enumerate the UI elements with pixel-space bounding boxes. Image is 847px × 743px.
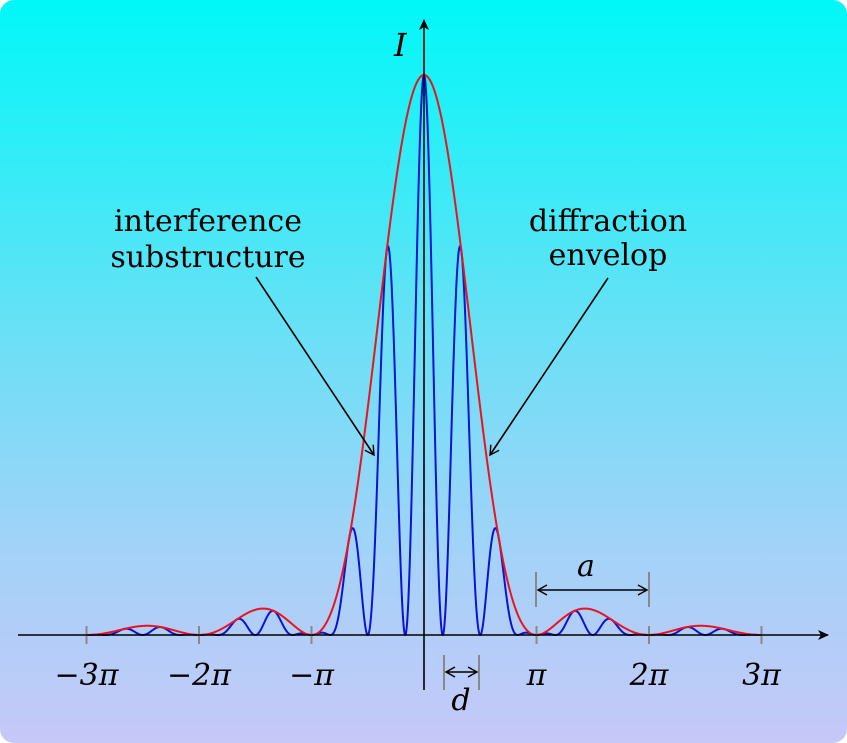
- a-dimension: a: [535, 549, 650, 607]
- x-tick-label: π: [526, 658, 548, 693]
- interference-label-line2: substructure: [110, 240, 305, 275]
- diffraction-label-line1: diffraction: [529, 204, 687, 239]
- d-dimension-label: d: [451, 683, 470, 718]
- x-tick-label: 2π: [629, 658, 670, 693]
- y-axis-label: I: [393, 26, 408, 64]
- interference-pointer-arrow: [255, 276, 375, 457]
- x-tick-label: −3π: [55, 658, 120, 693]
- a-dimension-label: a: [577, 549, 595, 584]
- x-tick-label: 3π: [742, 658, 782, 693]
- x-axis-tick-labels: −3π −2π −π π 2π 3π: [55, 658, 783, 693]
- d-dimension: d: [443, 655, 480, 718]
- interference-label-line1: interference: [114, 204, 302, 239]
- x-tick-label: −π: [289, 658, 335, 693]
- x-tick-label: −2π: [167, 658, 232, 693]
- diffraction-label-line2: envelop: [549, 238, 668, 273]
- diffraction-pointer-arrow: [489, 277, 609, 457]
